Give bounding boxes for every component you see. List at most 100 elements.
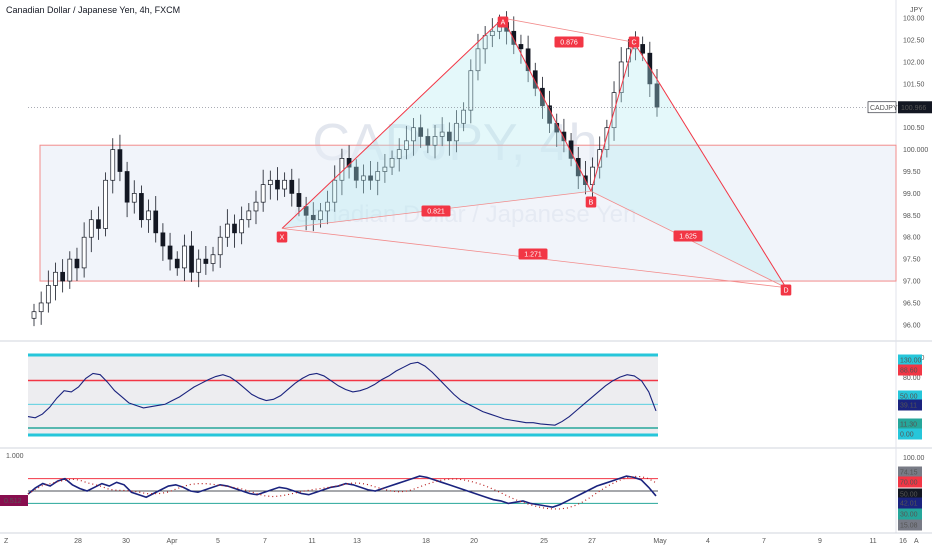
candle <box>540 87 545 107</box>
pattern-ratio-label-bg <box>554 36 584 48</box>
pattern-point-C-bg <box>628 36 640 48</box>
pattern-ratio-label: 1.271 <box>524 252 542 259</box>
candle <box>167 245 173 260</box>
osc2-badge: 70.00 <box>900 480 918 487</box>
candle <box>332 179 338 203</box>
time-axis-label: Apr <box>167 538 179 545</box>
time-axis-label: 25 <box>540 538 548 545</box>
pattern-leg <box>590 42 635 192</box>
osc2-left-badge-bg <box>0 495 28 506</box>
pattern-ratio-label-bg <box>518 248 548 260</box>
osc1-badge-bg <box>898 418 922 430</box>
time-axis-label: 18 <box>422 538 430 545</box>
last-price-badge: 100.966 <box>901 105 926 112</box>
osc1-badge: 11.30 <box>900 422 917 429</box>
candle <box>489 30 495 37</box>
osc2-signal-line <box>27 475 657 510</box>
osc2-badge: 42.01 <box>900 501 918 508</box>
pattern-ratio-line <box>502 17 635 43</box>
pattern-point-B-bg <box>585 196 597 208</box>
candle <box>361 175 366 181</box>
candle <box>597 149 603 168</box>
candle <box>53 271 58 286</box>
candle <box>475 48 481 72</box>
osc2-badge: 50.00 <box>900 492 918 499</box>
candle <box>618 61 624 93</box>
candle <box>454 122 459 142</box>
pattern-point-A-bg <box>497 16 509 28</box>
osc2-badge-bg <box>898 519 922 531</box>
candle <box>224 223 230 238</box>
candle <box>425 136 431 146</box>
time-axis-label: 28 <box>74 538 82 545</box>
osc1-badge: 39.11 <box>900 403 917 410</box>
candle <box>518 44 524 50</box>
osc2-badge-bg <box>898 497 922 509</box>
osc2-badge: 30.00 <box>900 512 918 519</box>
price-tick-label: 98.00 <box>903 235 921 242</box>
pattern-point-X: X <box>280 235 285 242</box>
pattern-leg <box>502 17 592 192</box>
candle <box>389 158 395 168</box>
osc1-scale-label: 80.00 <box>903 375 921 382</box>
time-axis-label: 30 <box>122 538 130 545</box>
candle <box>139 193 144 221</box>
candle <box>289 179 295 194</box>
candle <box>396 149 402 159</box>
candle <box>81 236 87 269</box>
candle <box>411 127 416 142</box>
candle <box>110 149 116 181</box>
candle <box>196 258 202 273</box>
osc2-badge-bg <box>898 466 922 478</box>
pattern-point-D: D <box>783 288 788 295</box>
symbol-title: Canadian Dollar / Japanese Yen, 4h, FXCM <box>6 5 181 15</box>
time-axis-label: 13 <box>353 538 361 545</box>
pattern-leg <box>633 41 787 288</box>
candle <box>568 140 574 159</box>
price-tick-label: 102.00 <box>903 59 925 66</box>
price-tick-label: 103.00 <box>903 16 925 23</box>
candle <box>246 210 252 221</box>
price-tick-label: 97.50 <box>903 257 921 264</box>
candle <box>182 245 187 269</box>
time-axis-label: 7 <box>762 538 766 545</box>
candle <box>468 70 474 111</box>
time-axis-right: A <box>914 538 919 545</box>
candle <box>267 179 273 185</box>
candle <box>189 245 194 273</box>
candle <box>117 149 123 172</box>
osc2-line <box>27 475 657 508</box>
candle <box>353 166 359 181</box>
candle <box>654 83 660 108</box>
candle <box>282 179 287 190</box>
osc1-band <box>28 355 658 435</box>
time-axis-label: 9 <box>818 538 822 545</box>
pattern-ratio-label-bg <box>673 230 703 242</box>
time-axis-label: 16 <box>899 538 907 545</box>
osc2-badge-bg <box>898 508 922 520</box>
candle <box>38 302 44 313</box>
candle <box>203 258 209 264</box>
candle <box>253 201 259 212</box>
candle <box>275 179 280 190</box>
candle <box>525 48 531 72</box>
osc2-badge-bg <box>898 476 922 488</box>
price-tick-label: 99.50 <box>903 169 921 176</box>
osc1-badge: 130.00 <box>900 358 922 365</box>
candle <box>604 127 610 150</box>
pattern-ratio-label: 1.625 <box>679 234 697 241</box>
pattern-fill-bcd <box>591 42 786 288</box>
price-tick-label: 99.00 <box>903 191 921 198</box>
osc1-badge-bg <box>898 399 922 411</box>
time-axis-label: 27 <box>588 538 596 545</box>
pattern-point-D-bg <box>780 284 792 296</box>
symbol-tag: CADJPY <box>870 105 898 112</box>
candle <box>318 210 323 221</box>
price-tick-label: 100.50 <box>903 125 925 132</box>
osc2-scale-label: 100.00 <box>903 455 925 462</box>
candle <box>131 193 137 203</box>
candle <box>418 127 424 137</box>
pattern-point-C: C <box>631 40 636 47</box>
